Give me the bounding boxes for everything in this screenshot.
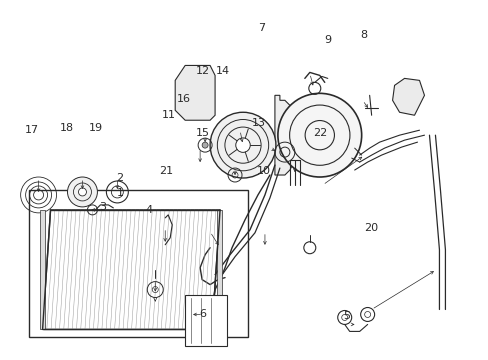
Bar [40,210,44,329]
Text: 20: 20 [364,224,378,233]
Text: 22: 22 [312,129,326,138]
Circle shape [235,138,250,152]
Text: 2: 2 [116,173,123,183]
Text: 19: 19 [88,123,102,133]
Text: 11: 11 [162,111,176,121]
Text: 13: 13 [252,118,265,128]
Text: 15: 15 [196,129,210,138]
Polygon shape [42,210,220,329]
Polygon shape [392,78,424,115]
Text: 9: 9 [323,35,330,45]
Text: 5: 5 [343,311,350,321]
Text: 7: 7 [258,23,264,33]
Text: 10: 10 [257,166,270,176]
Text: 21: 21 [159,166,173,176]
Text: 16: 16 [176,94,190,104]
Circle shape [277,93,361,177]
Bar [217,210,222,329]
Text: 12: 12 [196,66,210,76]
Circle shape [78,188,86,196]
Text: 14: 14 [215,66,229,76]
Bar [29,190,247,337]
Text: 18: 18 [60,123,73,133]
Text: 4: 4 [145,206,153,216]
Polygon shape [175,66,215,120]
Polygon shape [274,95,299,175]
Text: 8: 8 [360,30,367,40]
Text: 6: 6 [199,310,206,319]
Text: 1: 1 [117,188,123,198]
Circle shape [202,142,208,148]
Circle shape [152,287,158,293]
Circle shape [67,177,97,207]
Text: 17: 17 [25,125,40,135]
Circle shape [210,112,275,178]
Bar [185,294,226,346]
Text: 3: 3 [100,202,106,212]
